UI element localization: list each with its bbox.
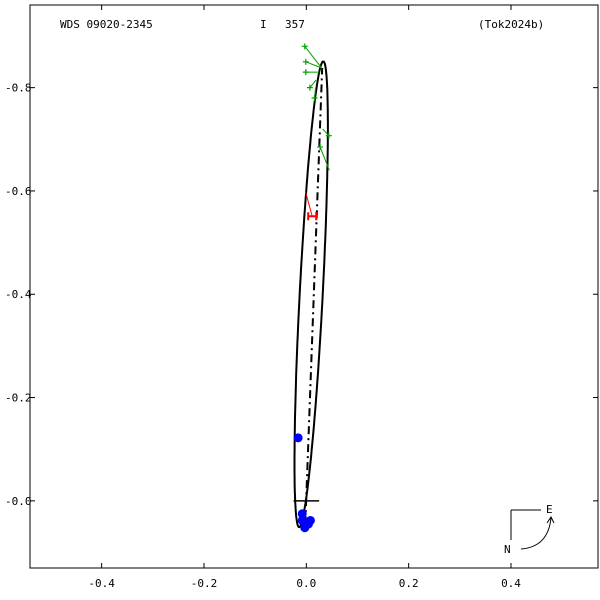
y-tick-label: -0.2 [5,392,32,405]
x-tick-label: 0.0 [296,577,316,590]
orbit-layer [293,60,329,529]
green-residual-line [322,128,330,137]
green-observation-point [301,43,308,50]
plot-frame [29,4,599,569]
x-tick-label: 0.4 [501,577,521,590]
red-residual-line [304,190,313,217]
green-observation-point [306,84,313,91]
line-of-apsides [304,67,324,525]
green-observation-point [302,69,309,76]
y-tick-label: -0.4 [5,288,32,301]
axis-ticks: -0.4 -0.2 0.0 0.2 0.4 -0.8 -0.6 -0.4 -0.2 -0.0 [5,5,598,590]
x-tick-label: -0.2 [191,577,218,590]
compass-direction-arrow [520,517,552,550]
discoverer-code: I [260,18,267,31]
y-tick-label: -0.6 [5,185,32,198]
compass-rose: E N [504,503,555,556]
green-observation-point [317,144,324,151]
green-observation-point [325,132,332,139]
green-observation-point [302,58,309,65]
wds-identifier: WDS 09020-2345 [60,18,153,31]
blue-observation-point [293,433,303,443]
red-observation-point [307,212,318,221]
reference-code: (Tok2024b) [478,18,544,31]
green-observation-point [311,94,318,101]
y-tick-label: -0.0 [5,495,32,508]
compass-arrowhead [546,516,555,524]
orbit-ellipse [293,60,329,529]
compass-east-label: E [546,503,553,516]
y-tick-label: -0.8 [5,82,32,95]
green-residual-line [319,146,330,171]
green-residual-line [304,46,323,69]
x-tick-label: -0.4 [88,577,115,590]
green-residual-line [309,79,317,88]
compass-north-label: N [504,543,511,556]
x-tick-label: 0.2 [399,577,419,590]
green-residual-line [305,61,322,69]
blue-observation-point [300,523,310,533]
blue-observation-point [297,509,307,519]
discoverer-number: 357 [285,18,305,31]
observations-layer [293,43,332,533]
